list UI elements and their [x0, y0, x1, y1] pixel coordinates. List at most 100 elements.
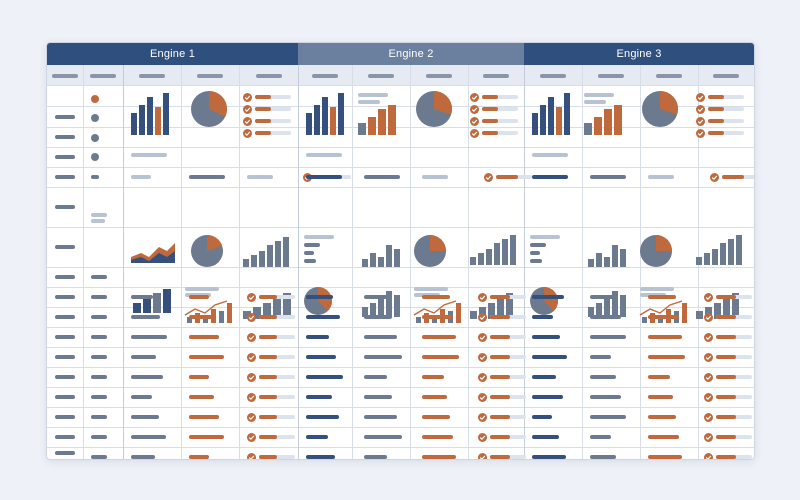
value-bar: [306, 335, 329, 339]
row-marker: [91, 355, 107, 359]
value-bar: [306, 375, 343, 379]
row-divider: [47, 307, 754, 308]
row-label: [55, 355, 75, 359]
row-label: [55, 275, 75, 279]
column-header-label[interactable]: [197, 74, 223, 78]
column-header-label[interactable]: [368, 74, 394, 78]
chart-bar: [714, 303, 721, 319]
column-header-label[interactable]: [90, 74, 116, 78]
progress-fill: [259, 335, 277, 339]
chart-bar: [163, 289, 171, 313]
pie-slice: [544, 287, 558, 312]
progress-track: [259, 455, 295, 459]
value-bar: [422, 295, 450, 299]
progress-track: [482, 95, 518, 99]
column-header-label[interactable]: [52, 74, 78, 78]
chart-bar: [478, 253, 484, 265]
row-label: [55, 155, 75, 159]
check-circle-icon: [243, 129, 252, 138]
value-bar: [648, 395, 673, 399]
column-header-label[interactable]: [656, 74, 682, 78]
column-header-label[interactable]: [426, 74, 452, 78]
progress-fill: [490, 335, 510, 339]
chart-bar: [497, 297, 504, 319]
chart-bar: [133, 303, 141, 313]
value-bar: [648, 415, 676, 419]
value-bar: [189, 455, 209, 459]
chart-bar: [273, 297, 281, 319]
value-bar: [648, 295, 676, 299]
value-bar: [648, 335, 682, 339]
column-divider: [181, 65, 182, 459]
value-bar: [532, 315, 553, 319]
column-header-label[interactable]: [713, 74, 739, 78]
row-marker: [91, 213, 107, 217]
chart-bar: [732, 293, 739, 319]
column-header-label[interactable]: [255, 74, 282, 78]
chart-bar: [267, 245, 273, 267]
chart-bar: [494, 243, 500, 265]
value-bar: [364, 455, 387, 459]
progress-fill: [255, 131, 272, 135]
value-bar: [648, 435, 679, 439]
chart-bar: [470, 311, 477, 319]
column-header-label[interactable]: [139, 74, 165, 78]
progress-track: [708, 119, 744, 123]
check-circle-icon: [696, 129, 705, 138]
chart-bar: [540, 105, 546, 135]
row-divider: [47, 367, 754, 368]
progress-fill: [716, 375, 736, 379]
mini-bar-chart: [131, 93, 169, 135]
chart-bar: [704, 253, 710, 265]
chart-bar: [368, 117, 376, 135]
column-divider: [524, 65, 525, 459]
progress-fill: [490, 315, 510, 319]
value-bar: [306, 455, 335, 459]
value-bar: [422, 395, 447, 399]
mini-combo-chart: [639, 300, 687, 323]
engine-3-label: Engine 3: [616, 48, 662, 60]
status-dot-icon: [91, 134, 99, 142]
mini-pie-chart: [414, 235, 446, 267]
chart-bar: [275, 241, 281, 267]
text-line: [185, 287, 219, 291]
chart-bar: [139, 105, 145, 135]
progress-track: [259, 315, 295, 319]
mini-combo-chart: [413, 300, 461, 323]
row-label: [55, 315, 75, 319]
value-bar: [590, 415, 626, 419]
value-bar: [422, 455, 456, 459]
mini-pie-chart: [642, 91, 678, 127]
column-header-label[interactable]: [598, 74, 624, 78]
progress-track: [259, 355, 295, 359]
row-label: [55, 395, 75, 399]
value-bar: [364, 415, 397, 419]
pie-slice: [656, 235, 672, 251]
column-header-label[interactable]: [312, 74, 338, 78]
row-label: [55, 375, 75, 379]
column-header-label[interactable]: [483, 74, 509, 78]
check-circle-icon: [247, 373, 256, 382]
column-header-label[interactable]: [540, 74, 566, 78]
check-circle-icon: [247, 413, 256, 422]
row-marker: [91, 335, 107, 339]
check-circle-icon: [247, 293, 256, 302]
engine-1-header[interactable]: Engine 1: [47, 43, 298, 65]
value-bar: [422, 315, 453, 319]
text-line: [584, 100, 606, 104]
engine-3-header[interactable]: Engine 3: [524, 43, 754, 65]
check-circle-icon: [704, 413, 713, 422]
chart-bar: [584, 123, 592, 135]
chart-bar: [362, 259, 368, 267]
value-bar: [532, 435, 559, 439]
value-bar: [364, 395, 392, 399]
pie-slice: [660, 91, 678, 115]
value-bar: [590, 315, 621, 319]
progress-track: [259, 295, 295, 299]
row-divider: [47, 327, 754, 328]
engine-2-header[interactable]: Engine 2: [298, 43, 524, 65]
check-circle-icon: [478, 333, 487, 342]
value-bar: [648, 375, 670, 379]
check-circle-icon: [247, 313, 256, 322]
check-circle-icon: [247, 433, 256, 442]
